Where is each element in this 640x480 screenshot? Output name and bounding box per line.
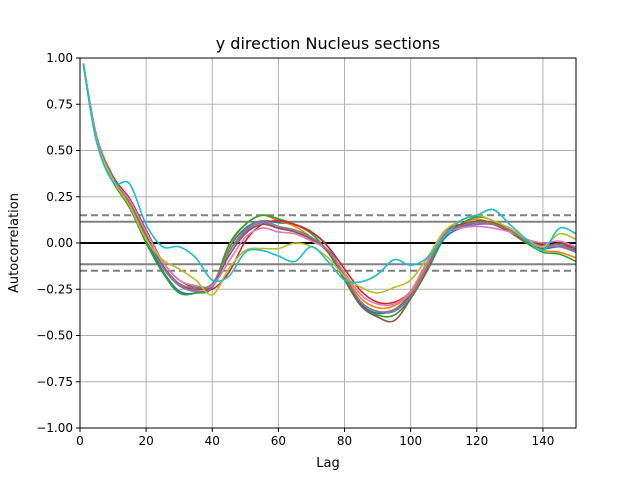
x-tick-label-5: 100 [399, 434, 422, 448]
series-line-8 [82, 63, 576, 296]
y-axis-ticks: −1.00 −0.75 −0.50 −0.25 0.00 0.25 0.50 0.75 1.00 [36, 51, 80, 435]
y-tick-label-8: 1.00 [46, 51, 73, 65]
y-tick-label-6: 0.50 [46, 144, 73, 158]
y-tick-label-5: 0.25 [46, 190, 73, 204]
x-axis-ticks: 0 20 40 60 80 100 120 140 [76, 428, 554, 448]
series-line-5 [82, 63, 576, 323]
y-tick-label-0: −1.00 [36, 421, 73, 435]
x-tick-label-1: 20 [138, 434, 153, 448]
x-tick-label-4: 80 [337, 434, 352, 448]
x-tick-label-7: 140 [531, 434, 554, 448]
y-axis-label: Autocorrelation [7, 193, 22, 293]
x-tick-label-0: 0 [76, 434, 84, 448]
series-line-7 [82, 63, 576, 313]
series-line-9 [82, 63, 576, 284]
y-tick-label-3: −0.25 [36, 282, 73, 296]
y-tick-label-4: 0.00 [46, 236, 73, 250]
x-tick-label-3: 60 [271, 434, 286, 448]
x-axis-label: Lag [316, 456, 339, 471]
series-lines [82, 63, 576, 323]
y-tick-label-7: 0.75 [46, 97, 73, 111]
y-tick-label-1: −0.75 [36, 375, 73, 389]
x-tick-label-2: 40 [205, 434, 220, 448]
chart-title: y direction Nucleus sections [216, 34, 440, 53]
x-tick-label-6: 120 [465, 434, 488, 448]
y-tick-label-2: −0.50 [36, 329, 73, 343]
